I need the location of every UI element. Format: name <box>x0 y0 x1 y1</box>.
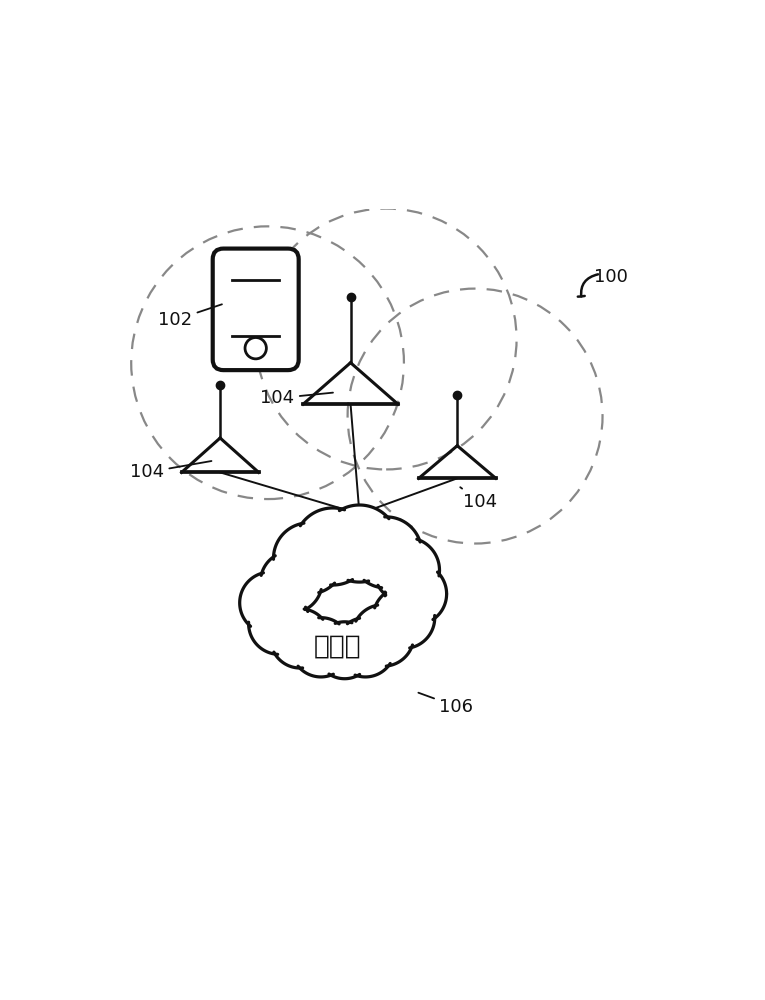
Text: 100: 100 <box>594 268 627 286</box>
Ellipse shape <box>256 573 434 692</box>
Circle shape <box>353 605 414 666</box>
Circle shape <box>373 587 435 648</box>
Circle shape <box>385 563 447 625</box>
Circle shape <box>291 618 350 677</box>
Circle shape <box>295 508 371 585</box>
Circle shape <box>273 523 344 594</box>
Circle shape <box>249 593 311 654</box>
Circle shape <box>316 622 373 679</box>
Circle shape <box>260 551 322 613</box>
Text: 104: 104 <box>260 389 333 407</box>
Circle shape <box>350 517 422 588</box>
Circle shape <box>271 609 330 668</box>
Circle shape <box>321 505 398 582</box>
Text: 102: 102 <box>158 304 222 329</box>
Circle shape <box>374 538 439 603</box>
FancyBboxPatch shape <box>222 257 290 361</box>
Text: 104: 104 <box>130 461 211 481</box>
Text: 106: 106 <box>418 693 474 716</box>
Text: 104: 104 <box>461 487 497 511</box>
Circle shape <box>336 618 395 677</box>
FancyBboxPatch shape <box>213 249 298 370</box>
Circle shape <box>239 572 301 634</box>
Text: 核心网: 核心网 <box>314 633 361 659</box>
